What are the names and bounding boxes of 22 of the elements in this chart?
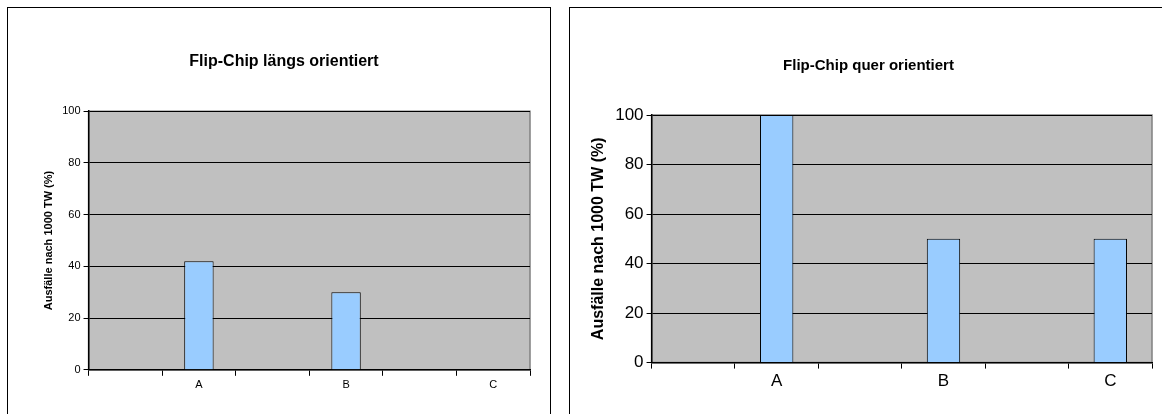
x-tick-label: B [937, 371, 950, 391]
x-tick-label: A [771, 371, 783, 391]
y-tick-label: 20 [68, 311, 81, 324]
y-axis-title: Ausfälle nach 1000 TW (%) [41, 170, 54, 311]
y-tick-label: 0 [74, 362, 81, 375]
y-tick-label: 40 [68, 259, 81, 272]
y-tick-label: 0 [634, 352, 644, 372]
x-tick-label: C [489, 378, 498, 391]
x-tick-label: B [342, 378, 350, 391]
y-tick-label: 60 [68, 207, 81, 220]
x-tick-label: C [1104, 371, 1117, 391]
y-tick-label: 80 [624, 154, 644, 174]
chart-title: Flip-Chip quer orientiert [783, 56, 954, 74]
y-tick-label: 20 [624, 302, 644, 322]
y-tick-label: 40 [624, 253, 644, 273]
y-axis-title: Ausfälle nach 1000 TW (%) [589, 137, 607, 341]
y-tick-label: 100 [62, 104, 81, 117]
y-tick-label: 60 [624, 203, 644, 223]
chart-title: Flip-Chip längs orientiert [189, 52, 380, 70]
y-tick-label: 100 [615, 104, 644, 124]
x-tick-label: A [195, 378, 204, 391]
y-tick-label: 80 [68, 155, 81, 168]
